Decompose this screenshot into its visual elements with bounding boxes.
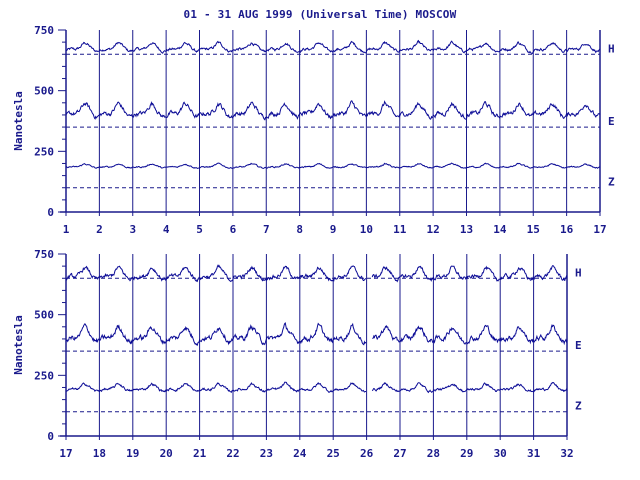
series-label-e: E	[575, 339, 582, 352]
y-tick-label: 250	[34, 369, 54, 382]
y-tick-label: 500	[34, 85, 54, 98]
x-tick-label: 29	[460, 447, 473, 460]
x-tick-label: 20	[160, 447, 173, 460]
y-tick-label: 500	[34, 309, 54, 322]
x-tick-label: 17	[593, 223, 606, 236]
y-tick-label: 250	[34, 145, 54, 158]
series-trace-h	[65, 39, 601, 54]
x-tick-label: 19	[126, 447, 139, 460]
x-tick-label: 27	[393, 447, 406, 460]
y-tick-label: 0	[47, 430, 54, 443]
y-axis-label: Nanotesla	[12, 91, 25, 151]
x-tick-label: 18	[93, 447, 106, 460]
series-trace-e	[65, 100, 601, 121]
x-tick-label: 31	[527, 447, 541, 460]
x-tick-label: 3	[129, 223, 136, 236]
x-tick-label: 7	[263, 223, 270, 236]
x-tick-label: 10	[360, 223, 373, 236]
series-trace-h	[66, 264, 568, 283]
y-tick-label: 750	[34, 248, 54, 261]
series-trace-z	[65, 381, 568, 394]
series-trace-e	[65, 322, 568, 347]
x-tick-label: 14	[493, 223, 507, 236]
series-label-h: H	[608, 42, 615, 55]
x-tick-label: 28	[427, 447, 440, 460]
x-tick-label: 30	[494, 447, 507, 460]
x-tick-label: 2	[96, 223, 103, 236]
x-tick-label: 15	[527, 223, 540, 236]
x-tick-label: 16	[560, 223, 574, 236]
y-axis-label: Nanotesla	[12, 315, 25, 375]
series-label-z: Z	[575, 400, 582, 413]
x-tick-label: 8	[296, 223, 303, 236]
x-tick-label: 26	[360, 447, 374, 460]
x-tick-label: 13	[460, 223, 473, 236]
x-tick-label: 11	[393, 223, 407, 236]
x-tick-label: 6	[230, 223, 237, 236]
y-tick-label: 750	[34, 24, 54, 37]
x-tick-label: 4	[163, 223, 170, 236]
x-tick-label: 5	[196, 223, 203, 236]
panel-bottom: 0 250 500 750 17 18 19 20 21 22 23 24 25 26 27 28 29 30 31…	[12, 248, 582, 460]
series-label-z: Z	[608, 176, 615, 189]
x-tick-label: 12	[427, 223, 440, 236]
series-label-h: H	[575, 266, 582, 279]
y-tick-label: 0	[47, 206, 54, 219]
x-tick-label: 32	[560, 447, 573, 460]
chart-title: 01 - 31 AUG 1999 (Universal Time) MOSCOW	[183, 8, 457, 21]
x-tick-label: 25	[327, 447, 340, 460]
x-tick-label: 23	[260, 447, 273, 460]
x-tick-label: 24	[293, 447, 307, 460]
series-trace-z	[65, 162, 601, 169]
x-tick-label: 17	[59, 447, 72, 460]
x-tick-label: 9	[330, 223, 337, 236]
x-tick-label: 1	[63, 223, 70, 236]
x-tick-label: 21	[193, 447, 207, 460]
x-tick-label: 22	[226, 447, 239, 460]
series-label-e: E	[608, 115, 615, 128]
